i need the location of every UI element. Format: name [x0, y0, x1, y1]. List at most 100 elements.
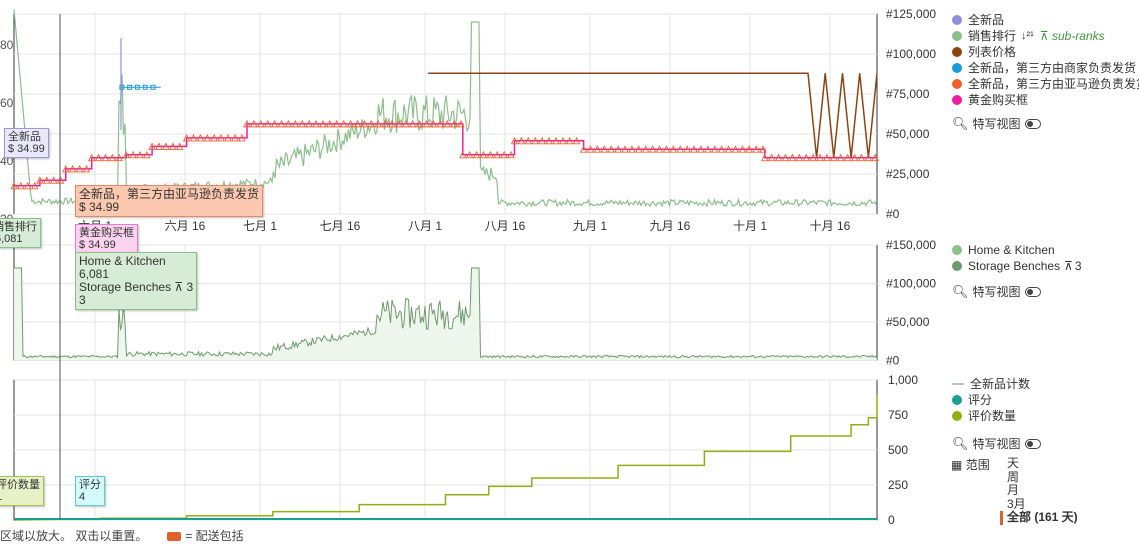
y-tick-label: #125,000 [886, 7, 936, 21]
fba-marker [346, 119, 355, 128]
fba-marker [450, 119, 458, 128]
fbm-marker [134, 84, 140, 90]
toggle-switch[interactable] [1024, 287, 1041, 297]
fba-marker [621, 145, 629, 153]
sub-ranks-link[interactable]: ⊼ sub-ranks [1039, 29, 1105, 43]
range-option-all[interactable]: 全部 (161 天) [1000, 510, 1078, 525]
legend-item-home-kitchen[interactable]: Home & Kitchen [952, 242, 1082, 258]
legend-item-buy-box[interactable]: 黄金购买框 [952, 92, 1139, 108]
fba-marker [408, 119, 417, 128]
fba-marker [319, 119, 327, 128]
fba-marker [298, 119, 306, 128]
fba-marker [593, 145, 602, 153]
range-option-month[interactable]: 月 [1007, 483, 1020, 497]
range-option-week[interactable]: 周 [1007, 469, 1020, 484]
fba-marker [43, 176, 51, 184]
legend-item-rating[interactable]: 评分 [952, 392, 1041, 408]
fba-marker [717, 145, 726, 153]
fba-marker [238, 133, 246, 142]
y-tick-label: 1,000 [888, 373, 918, 387]
closeup-toggle-1[interactable]: 🔍︎ 特写视图 [952, 116, 1139, 132]
fba-marker [788, 153, 797, 162]
x-tick-label: 八月 16 [485, 219, 526, 233]
fba-marker [524, 136, 533, 145]
fba-marker [493, 150, 502, 159]
fbm-marker [150, 84, 156, 90]
tooltip-new: 全新品 $ 34.99 [4, 128, 49, 158]
fba-marker [339, 119, 348, 128]
fba-marker [326, 119, 334, 128]
fba-marker [270, 119, 279, 128]
fba-marker [781, 153, 790, 162]
range-option-day[interactable]: 天 [1007, 456, 1020, 470]
fba-marker [257, 119, 265, 128]
fba-marker [837, 153, 845, 162]
legend-price: 全新品 销售排行 ↓²¹ ⊼ sub-ranks 列表价格 全新品，第三方由商家负责… [952, 12, 1139, 132]
sort-icon[interactable]: ↓²¹ [1021, 30, 1034, 42]
fba-marker [809, 153, 817, 162]
fba-marker [600, 145, 609, 153]
legend-item-new-fba[interactable]: 全新品，第三方由亚马逊负责发货 [952, 76, 1139, 92]
closeup-toggle-3[interactable]: 🔍︎ 特写视图 [952, 436, 1041, 452]
x-tick-label: 八月 1 [408, 219, 442, 233]
fba-marker [182, 133, 191, 142]
series-dot [952, 411, 962, 421]
legend-item-review-count[interactable]: 评价数量 [952, 408, 1041, 424]
fba-marker [683, 145, 691, 153]
fba-marker [263, 119, 272, 128]
fba-marker [655, 145, 664, 153]
series-dot [952, 245, 962, 255]
fba-marker [250, 119, 258, 128]
closeup-toggle-2[interactable]: 🔍︎ 特写视图 [952, 284, 1082, 300]
toggle-switch[interactable] [1024, 439, 1041, 449]
fba-marker [210, 133, 218, 142]
range-option-3month[interactable]: 3月 [1007, 496, 1026, 511]
fba-marker [510, 136, 519, 145]
fba-marker [422, 119, 431, 128]
fba-marker [843, 153, 852, 162]
fba-marker [459, 150, 467, 159]
legend-item-storage-benches[interactable]: Storage Benches ⊼ 3 [952, 258, 1082, 274]
fba-marker [68, 164, 77, 173]
x-tick-label: 六月 16 [165, 219, 206, 233]
fba-marker [101, 153, 110, 162]
fba-marker [143, 150, 151, 159]
range-selector: ▦ 范围 [951, 458, 990, 472]
series-dot [952, 95, 962, 105]
fba-marker [759, 145, 767, 153]
fba-marker [291, 119, 300, 128]
y-tick-label: #100,000 [886, 277, 936, 291]
fba-marker [415, 119, 424, 128]
fba-marker [217, 133, 225, 142]
tooltip-review-count: 评价数量1 [0, 476, 44, 506]
y-left-tick-label: 60 [0, 96, 14, 110]
legend-item-sales-rank[interactable]: 销售排行 ↓²¹ ⊼ sub-ranks [952, 28, 1139, 44]
fba-marker [333, 119, 341, 128]
series-dot [952, 63, 962, 73]
magnifier-icon: 🔍︎ [952, 116, 969, 131]
legend-item-new[interactable]: 全新品 [952, 12, 1139, 28]
x-tick-label: 七月 1 [243, 219, 277, 233]
legend-item-list-price[interactable]: 列表价格 [952, 44, 1139, 60]
fba-marker [162, 142, 170, 150]
fba-marker [17, 181, 25, 190]
tooltip-sales-rank: 销售排行6,081 [0, 218, 41, 248]
y-tick-label: #25,000 [886, 167, 930, 181]
fba-marker [486, 150, 495, 159]
fba-marker [10, 181, 18, 190]
toggle-switch[interactable] [1024, 119, 1041, 129]
fba-marker [500, 150, 508, 159]
fba-marker [607, 145, 615, 153]
series-dot [952, 31, 962, 41]
fba-marker [395, 119, 403, 128]
calendar-icon: ▦ [951, 458, 963, 472]
fba-marker [30, 181, 39, 190]
fba-marker [531, 136, 539, 145]
legend-item-new-fbm[interactable]: 全新品，第三方由商家负责发货 [952, 60, 1139, 76]
tooltip-category-rank: Home & Kitchen 6,081 Storage Benches ⊼ 3… [75, 252, 198, 310]
fba-marker [136, 150, 144, 159]
fba-marker [284, 119, 293, 128]
legend-item-new-count[interactable]: 全新品计数 [952, 376, 1041, 392]
fba-marker [374, 119, 382, 128]
